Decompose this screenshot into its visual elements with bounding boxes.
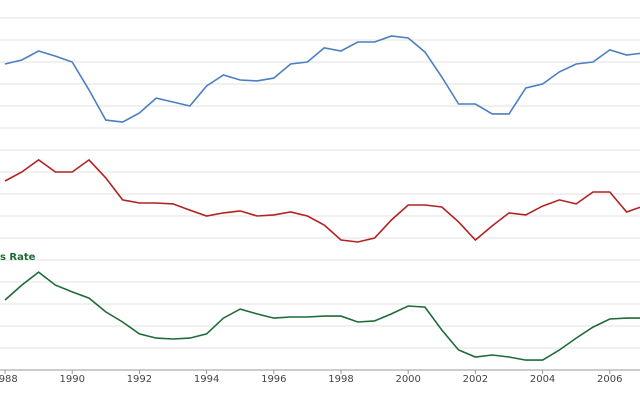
- x-tick-label: 2006: [597, 374, 622, 385]
- x-tick-label: 2004: [530, 374, 555, 385]
- series-line: [4, 271, 640, 361]
- x-tick-label: 1990: [60, 374, 85, 385]
- x-tick-label: 2000: [395, 374, 420, 385]
- x-tick-label: 1988: [0, 374, 18, 385]
- x-tick-label: 2002: [463, 374, 488, 385]
- series-line: [4, 35, 640, 123]
- x-tick-label: 1994: [194, 374, 219, 385]
- x-tick-label: 1998: [328, 374, 353, 385]
- panel-title: s Rate: [0, 252, 36, 263]
- series-line: [4, 158, 640, 243]
- x-tick-label: 1996: [261, 374, 286, 385]
- x-tick-label: 1992: [127, 374, 152, 385]
